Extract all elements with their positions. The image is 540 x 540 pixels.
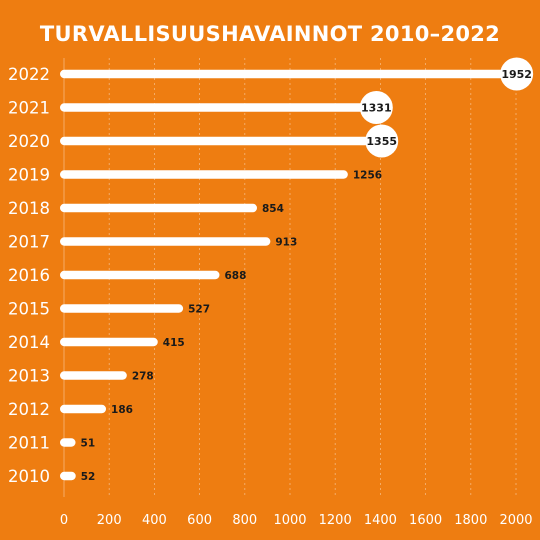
y-tick-label: 2018 bbox=[8, 199, 50, 218]
y-tick-label: 2017 bbox=[8, 233, 50, 252]
value-bubble bbox=[365, 124, 399, 158]
bars bbox=[60, 69, 506, 481]
labels: 0 200 400 600 800 1000 1200 1400 1600 1800 2000 202… bbox=[8, 57, 534, 528]
y-tick-label: 2015 bbox=[8, 300, 50, 319]
bar bbox=[60, 304, 184, 313]
bar bbox=[60, 337, 158, 347]
data-label: 51 bbox=[81, 438, 96, 450]
y-tick-label: 2012 bbox=[8, 400, 50, 419]
data-label: 1952 bbox=[501, 68, 532, 81]
chart-title: TURVALLISUUSHAVAINNOT 2010–2022 bbox=[39, 22, 501, 46]
x-tick-label: 2000 bbox=[499, 513, 532, 528]
y-tick-label: 2011 bbox=[8, 434, 50, 453]
x-tick-label: 600 bbox=[187, 513, 212, 528]
y-tick-label: 2013 bbox=[8, 367, 50, 386]
bar bbox=[60, 471, 76, 481]
data-label: 913 bbox=[275, 237, 297, 249]
y-tick-label: 2010 bbox=[8, 467, 50, 486]
data-label: 1355 bbox=[366, 135, 397, 148]
bar bbox=[60, 136, 371, 146]
bar bbox=[60, 404, 107, 414]
x-tick-label: 1800 bbox=[454, 513, 487, 528]
x-tick-label: 1600 bbox=[409, 513, 442, 528]
x-tick-label: 1000 bbox=[273, 513, 306, 528]
grid-lines bbox=[63, 58, 517, 497]
y-tick-label: 2021 bbox=[8, 99, 50, 118]
x-tick-label: 0 bbox=[60, 513, 68, 528]
data-label: 278 bbox=[132, 371, 154, 383]
bar bbox=[60, 371, 127, 380]
y-tick-label: 2022 bbox=[8, 65, 50, 84]
bar bbox=[60, 438, 76, 447]
data-label: 186 bbox=[111, 404, 133, 416]
value-bubble bbox=[359, 91, 393, 124]
data-label: 854 bbox=[262, 203, 284, 215]
x-tick-label: 1200 bbox=[319, 513, 352, 528]
bar bbox=[60, 103, 365, 112]
x-tick-label: 1400 bbox=[364, 513, 397, 528]
y-tick-label: 2014 bbox=[8, 333, 50, 352]
y-tick-label: 2020 bbox=[8, 132, 50, 151]
value-bubble bbox=[500, 57, 534, 91]
bar bbox=[60, 170, 348, 179]
y-tick-label: 2019 bbox=[8, 166, 50, 185]
y-tick-label: 2016 bbox=[8, 266, 50, 285]
data-label: 415 bbox=[163, 337, 185, 349]
x-tick-label: 400 bbox=[142, 513, 167, 528]
bar bbox=[60, 237, 271, 246]
x-tick-label: 800 bbox=[232, 513, 257, 528]
data-label: 52 bbox=[81, 471, 96, 483]
bar bbox=[60, 69, 506, 79]
data-label: 527 bbox=[188, 304, 210, 316]
data-label: 1331 bbox=[361, 102, 392, 115]
x-tick-label: 200 bbox=[97, 513, 122, 528]
bar bbox=[60, 270, 220, 280]
data-label: 1256 bbox=[353, 170, 382, 182]
data-label: 688 bbox=[224, 270, 246, 282]
bar bbox=[60, 203, 258, 213]
